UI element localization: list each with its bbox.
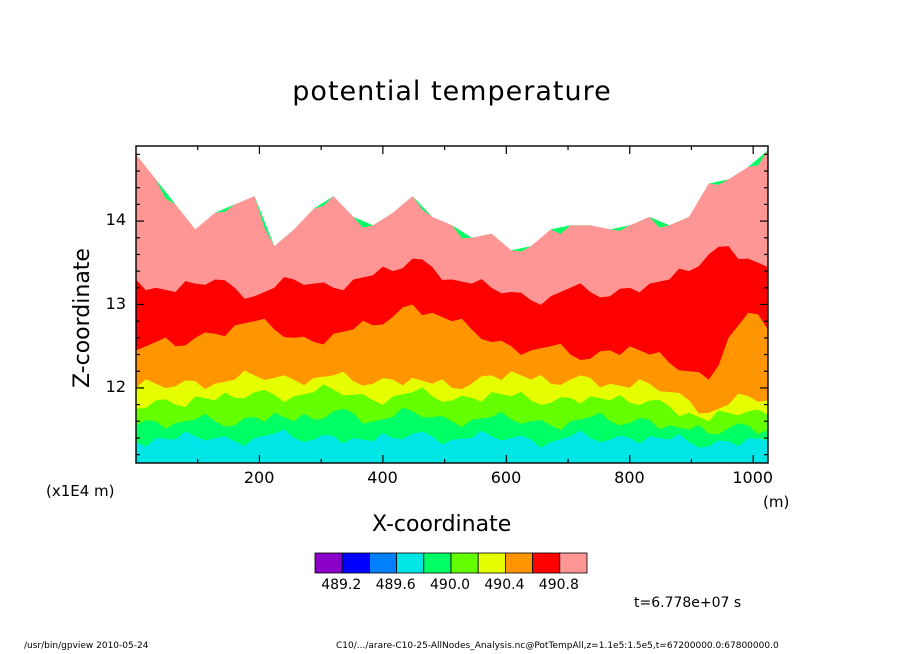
colorbar-swatch: [314, 552, 343, 574]
colorbar-label: 490.8: [538, 577, 579, 593]
colorbar-label: 490.4: [484, 577, 525, 593]
colorbar-swatch: [368, 552, 397, 574]
colorbar-swatch: [477, 552, 506, 574]
y-tick-label: 12: [105, 376, 126, 396]
x-unit-label: (m): [763, 493, 790, 511]
chart-title: potential temperature: [292, 76, 612, 107]
x-tick-label: 1000: [732, 468, 774, 487]
contour-band-top: [136, 146, 768, 251]
y-tick-label: 13: [105, 293, 126, 313]
colorbar-label: 489.2: [321, 577, 362, 593]
colorbar-label: 490.0: [430, 577, 471, 593]
plot-area: [136, 146, 768, 463]
colorbar-swatch: [341, 552, 370, 574]
x-tick-label: 600: [490, 468, 522, 487]
contour-band-0: [136, 429, 768, 463]
footer-source: C10/.../arare-C10-25-AllNodes_Analysis.n…: [336, 641, 779, 651]
x-tick-label: 800: [614, 468, 645, 487]
colorbar-swatch: [504, 552, 533, 574]
colorbar-swatch: [450, 552, 479, 574]
time-label: t=6.778e+07 s: [634, 595, 742, 611]
tick-marks: [136, 146, 768, 463]
x-tick-label: 200: [243, 468, 275, 487]
y-unit-label: (x1E4 m): [46, 482, 115, 500]
colorbar-swatch: [396, 552, 425, 574]
colorbar-label: 489.6: [375, 577, 416, 593]
x-axis-label: X-coordinate: [372, 512, 512, 537]
y-axis-label: Z-coordinate: [70, 248, 95, 388]
colorbar-swatch: [532, 552, 561, 574]
y-tick-label: 14: [105, 210, 126, 230]
colorbar-swatch: [423, 552, 452, 574]
footer-program: /usr/bin/gpview 2010-05-24: [24, 641, 149, 651]
colorbar-swatch: [559, 552, 588, 574]
x-tick-label: 400: [367, 468, 398, 487]
colorbar: [314, 552, 588, 574]
